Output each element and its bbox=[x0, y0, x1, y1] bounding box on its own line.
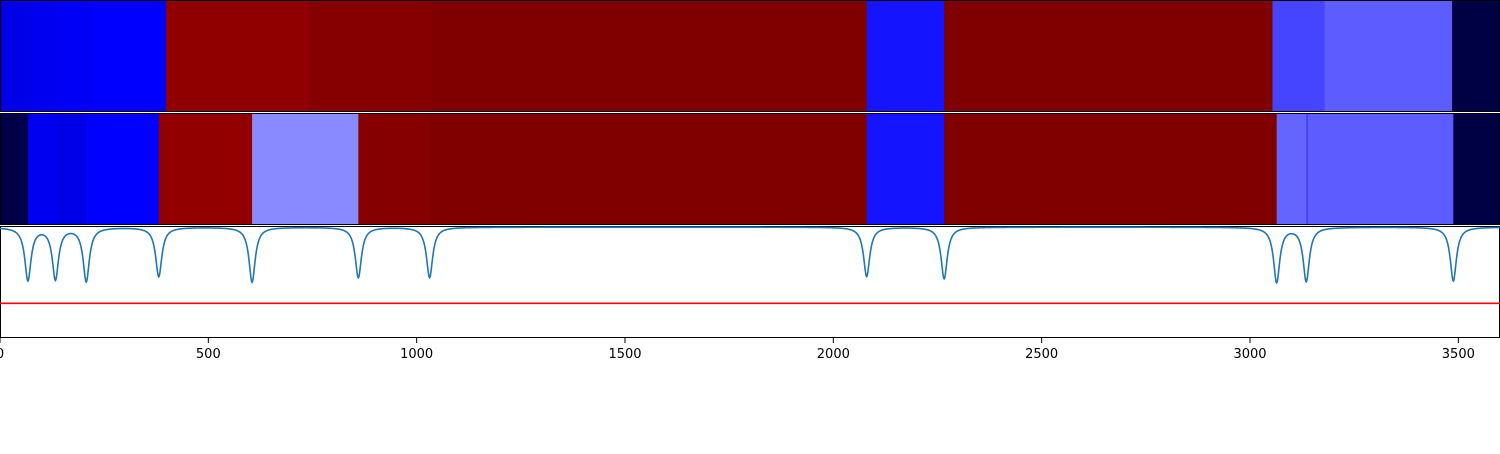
x-tick-label: 2500 bbox=[1025, 347, 1058, 362]
heatmap-segment bbox=[944, 113, 1278, 225]
heatmap-segment bbox=[0, 113, 29, 225]
x-tick-label: 1500 bbox=[608, 347, 641, 362]
heatmap-segment bbox=[1272, 0, 1326, 112]
heatmap-segment bbox=[1324, 0, 1453, 112]
heatmap-segment bbox=[0, 0, 32, 112]
x-tick-label: 1000 bbox=[400, 347, 433, 362]
line-panel-bottom bbox=[0, 226, 1500, 338]
heatmap-segment bbox=[1306, 113, 1454, 225]
series-line bbox=[0, 226, 1500, 285]
heatmap-segment bbox=[944, 0, 1273, 112]
x-tick-label: 500 bbox=[196, 347, 221, 362]
x-tick-label: 0 bbox=[0, 347, 4, 362]
heatmap-segment bbox=[429, 113, 868, 225]
heatmap-segment bbox=[158, 113, 253, 225]
heatmap-segment bbox=[1452, 0, 1500, 112]
x-tick-label: 3500 bbox=[1442, 347, 1475, 362]
heatmap-segment bbox=[1276, 113, 1307, 225]
line-panel-frame bbox=[0, 226, 1500, 338]
heatmap-segment bbox=[866, 113, 945, 225]
heatmap-segment bbox=[308, 0, 433, 112]
heatmap-panel-top bbox=[0, 0, 1500, 112]
x-tick-label: 2000 bbox=[817, 347, 850, 362]
heatmap-segment bbox=[432, 0, 868, 112]
heatmap-segment bbox=[165, 0, 309, 112]
heatmap-segment bbox=[86, 113, 160, 225]
heatmap-segment bbox=[58, 0, 92, 112]
heatmap-segment bbox=[358, 113, 431, 225]
heatmap-panel-middle bbox=[0, 113, 1500, 225]
x-axis: 0 500 1000 1500 2000 2500 3000 3500 bbox=[0, 338, 1475, 362]
heatmap-segment bbox=[252, 113, 359, 225]
heatmap-segment bbox=[866, 0, 945, 112]
heatmap-segment bbox=[1453, 113, 1500, 225]
heatmap-segment bbox=[90, 0, 167, 112]
x-tick-label: 3000 bbox=[1233, 347, 1266, 362]
heatmap-segment bbox=[27, 113, 56, 225]
heatmap-segment bbox=[31, 0, 59, 112]
heatmap-segment bbox=[55, 113, 87, 225]
